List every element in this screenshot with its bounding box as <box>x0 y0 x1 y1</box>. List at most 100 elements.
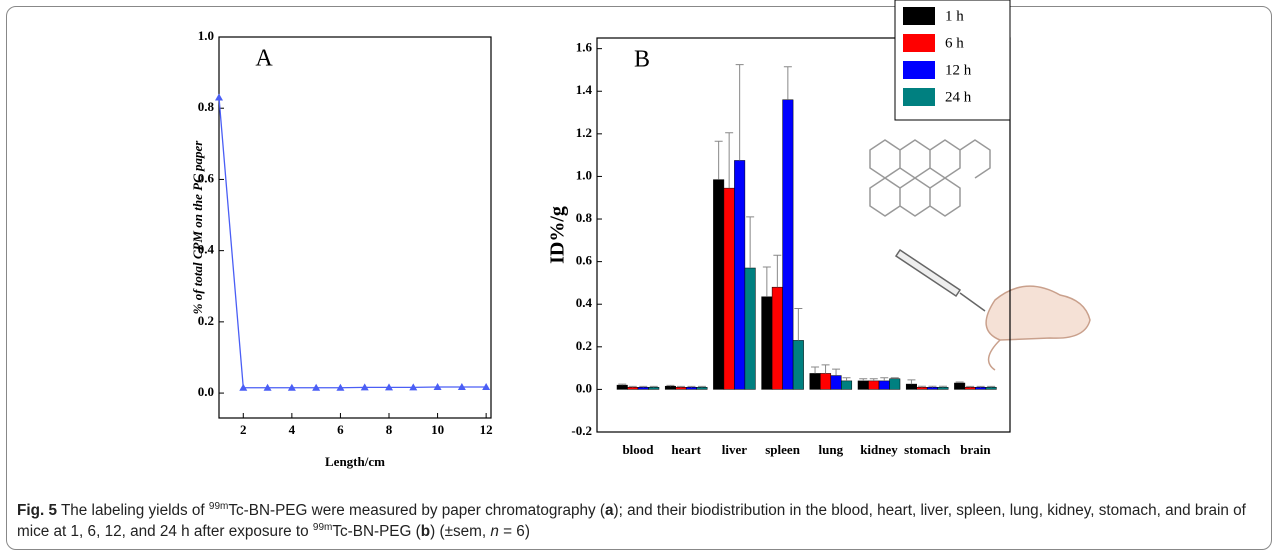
x-axis-label: Length/cm <box>325 454 385 469</box>
error-bar <box>762 266 771 297</box>
marker <box>482 383 491 391</box>
caption-text: The labeling yields of <box>60 502 209 519</box>
x-tick-label: 2 <box>240 422 247 437</box>
bar <box>744 267 756 390</box>
bar <box>985 387 997 390</box>
caption-italic: n <box>490 523 499 540</box>
bar <box>734 160 746 390</box>
bar <box>868 380 880 390</box>
error-bar <box>794 307 803 341</box>
x-tick-label: 8 <box>386 422 393 437</box>
panel-label: B <box>634 47 650 73</box>
panel-label: A <box>255 46 273 72</box>
caption-text: Tc-BN-PEG ( <box>332 523 421 540</box>
x-tick-label: kidney <box>860 442 898 457</box>
error-bar <box>773 254 782 288</box>
series-line <box>218 97 487 389</box>
error-bar <box>746 216 755 269</box>
marker <box>360 383 369 391</box>
error-bar <box>966 385 975 388</box>
bar <box>857 380 869 390</box>
marker <box>457 383 466 391</box>
error-bar <box>676 385 685 388</box>
legend-label: 6 h <box>945 35 964 51</box>
y-tick-label: 0.2 <box>576 338 592 353</box>
bar <box>916 387 928 390</box>
bar <box>820 373 832 390</box>
bar <box>809 373 821 390</box>
caption-text: = 6) <box>498 523 530 540</box>
bar <box>616 384 628 390</box>
error-bar <box>628 385 637 388</box>
error-bar <box>735 64 744 161</box>
error-bar <box>649 385 658 388</box>
error-bar <box>639 385 648 388</box>
bar <box>696 387 708 390</box>
bar <box>685 387 697 390</box>
caption-text: ) (±sem, <box>430 523 491 540</box>
error-bar <box>859 378 868 381</box>
legend-label: 24 h <box>945 89 972 105</box>
y-tick-label: 0.8 <box>576 210 593 225</box>
x-tick-label: 12 <box>480 422 493 437</box>
x-tick-label: brain <box>960 442 991 457</box>
marker <box>239 383 248 391</box>
y-tick-label: 0.2 <box>198 313 214 328</box>
bar <box>648 387 660 390</box>
error-bar <box>987 385 996 388</box>
legend-label: 12 h <box>945 62 972 78</box>
marker <box>215 93 223 101</box>
marker <box>312 383 321 391</box>
bar <box>954 382 966 390</box>
bar <box>771 286 783 390</box>
caption-ref: a <box>605 502 614 519</box>
y-tick-label: 0.6 <box>576 253 593 268</box>
error-bar <box>687 385 696 388</box>
bar <box>878 380 890 390</box>
caption-ref: b <box>420 523 431 540</box>
bar <box>664 385 676 390</box>
x-tick-label: stomach <box>904 442 951 457</box>
error-bar <box>880 377 889 381</box>
legend-swatch <box>903 61 935 79</box>
y-tick-label: 0.4 <box>198 242 215 257</box>
bar <box>675 387 687 390</box>
bar <box>926 387 938 390</box>
error-bar <box>869 378 878 381</box>
figure-frame <box>6 6 1272 550</box>
marker <box>409 383 418 391</box>
bar <box>637 387 649 390</box>
caption-sup: 99m <box>312 521 333 533</box>
bar <box>841 380 853 390</box>
caption-text: Tc-BN-PEG were measured by paper chromat… <box>228 502 605 519</box>
bar <box>964 387 976 390</box>
bar <box>723 187 735 390</box>
bar <box>627 387 639 390</box>
legend-swatch <box>903 88 935 106</box>
bar <box>975 387 987 390</box>
x-tick-label: spleen <box>765 442 800 457</box>
error-bar <box>783 66 792 100</box>
marker <box>287 383 296 391</box>
x-tick-label: liver <box>722 442 747 457</box>
figure: 0.0 0.2 0.4 0.6 0.8 1.0 A % of total CPM on the… <box>190 0 1091 469</box>
error-bar <box>890 377 899 379</box>
error-bar <box>666 384 675 387</box>
y-tick-label: 1.6 <box>576 40 593 55</box>
plot-frame <box>596 37 1011 433</box>
marker <box>263 383 272 391</box>
legend-swatch <box>903 34 935 52</box>
y-tick-label: 0.0 <box>576 380 592 395</box>
plot-frame <box>218 36 492 419</box>
y-axis-label: % of total CPM on the PC paper <box>190 140 205 315</box>
bar <box>782 99 794 390</box>
legend-swatch <box>903 7 935 25</box>
caption-sup: 99m <box>208 500 229 512</box>
x-tick-label: lung <box>819 442 844 457</box>
error-bar <box>928 385 937 388</box>
bar <box>830 375 842 390</box>
error-bar <box>938 385 947 388</box>
x-tick-label: 10 <box>431 422 444 437</box>
error-bar <box>714 140 723 180</box>
